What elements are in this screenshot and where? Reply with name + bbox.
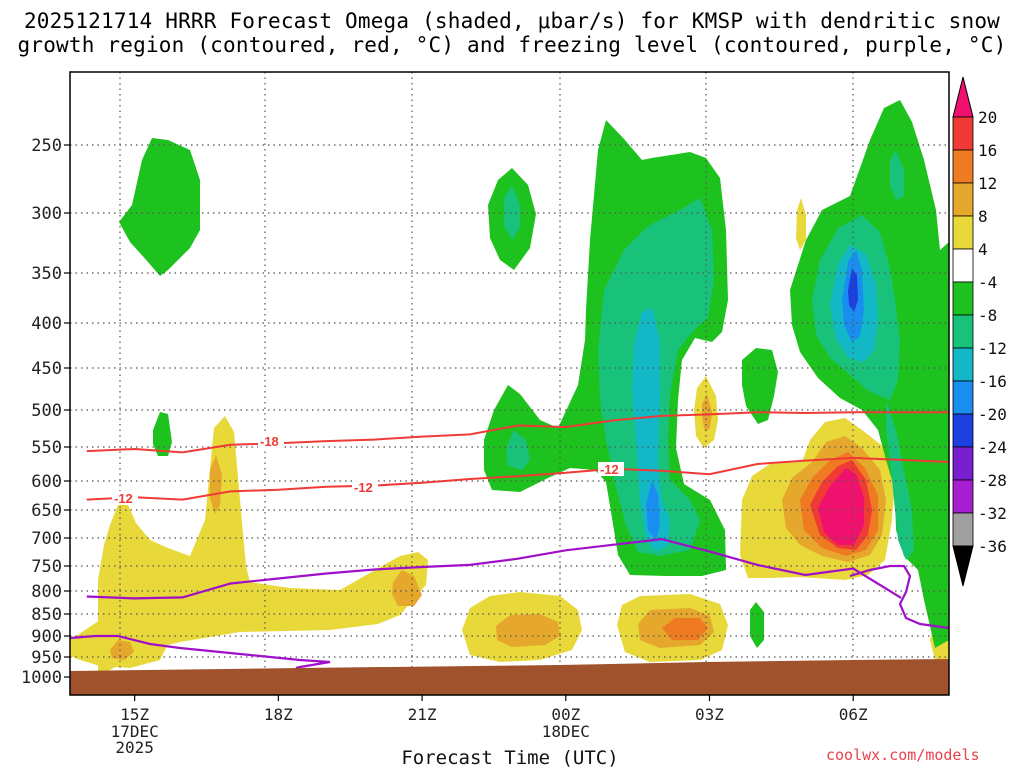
y-tick-label: 300: [31, 204, 62, 224]
x-axis-label: Forecast Time (UTC): [401, 747, 618, 768]
omega-darkorange-03z: [662, 618, 708, 640]
colorbar-tick-label: -12: [978, 339, 1007, 358]
omega-teal-upper-mid: [504, 186, 520, 240]
omega-orange-lowlevel-blob: [392, 570, 422, 606]
colorbar-segment: [952, 149, 974, 184]
colorbar-segment: [952, 281, 974, 316]
colorbar-bottom-arrow: [952, 545, 974, 587]
freezing-level-right-hook: [849, 564, 949, 630]
terrain-ground: [70, 659, 949, 695]
colorbar-tick-label: 4: [978, 240, 988, 259]
x-date-label: 17DEC: [111, 722, 159, 741]
y-tick-label: 900: [31, 627, 62, 647]
y-axis: 2503003504004505005506006507007508008509…: [21, 136, 70, 688]
colorbar-segment: [952, 314, 974, 349]
y-tick-label: 750: [31, 557, 62, 577]
contour-label-minus18: -18: [260, 434, 279, 449]
omega-orange-left-spike: [210, 455, 222, 514]
colorbar-segment: [952, 446, 974, 481]
omega-orange-mid-bottom: [496, 614, 560, 647]
colorbar-tick-label: 8: [978, 207, 988, 226]
omega-green-top-left: [119, 138, 200, 276]
colorbar-tick-label: -28: [978, 471, 1007, 490]
y-tick-label: 550: [31, 438, 62, 458]
contour-label-minus12-mid: -12: [354, 480, 373, 495]
x-tick-label: 21Z: [408, 705, 437, 724]
colorbar-segment: [952, 215, 974, 250]
y-tick-label: 700: [31, 529, 62, 549]
colorbar-tick-label: -4: [978, 273, 997, 292]
y-tick-label: 250: [31, 136, 62, 156]
colorbar-segment: [952, 347, 974, 382]
colorbar-top-arrow: [952, 76, 974, 118]
contour-label-minus12-right: -12: [600, 462, 619, 477]
colorbar-segment: [952, 380, 974, 415]
contour-minus12-line: [86, 456, 949, 501]
contour-label-group: -18 -12 -12 -12: [112, 434, 624, 506]
colorbar: [952, 76, 974, 587]
colorbar-segment: [952, 116, 974, 151]
y-tick-label: 850: [31, 605, 62, 625]
x-date-label: 18DEC: [542, 722, 590, 741]
contour-label-bg: [352, 480, 378, 494]
omega-teal-small-top: [890, 150, 904, 200]
colorbar-tick-label: 12: [978, 174, 997, 193]
chart-title-line-2: growth region (contoured, red, °C) and f…: [17, 33, 1007, 57]
y-tick-label: 350: [31, 264, 62, 284]
colorbar-labels: 20 16 12 8 4 -4 -8 -12 -16 -20 -24 -28 -32 -36: [978, 108, 1007, 556]
y-tick-label: 600: [31, 472, 62, 492]
omega-orange-03z-spike: [702, 394, 712, 432]
y-tick-label: 950: [31, 648, 62, 668]
colorbar-tick-label: -8: [978, 306, 997, 325]
contour-label-bg: [258, 434, 284, 448]
colorbar-tick-label: -16: [978, 372, 1007, 391]
omega-teal-mid-left: [506, 430, 530, 470]
contour-label-minus12-left: -12: [114, 491, 133, 506]
credit-text: coolwx.com/models: [826, 746, 980, 764]
grid-lines: [70, 72, 949, 695]
contour-label-bg: [112, 491, 138, 505]
colorbar-tick-label: -24: [978, 438, 1007, 457]
colorbar-segment: [952, 413, 974, 448]
y-tick-label: 400: [31, 314, 62, 334]
omega-cyan-main: [632, 308, 670, 552]
omega-green-bottom-right-small: [750, 602, 764, 648]
omega-teal-right-strip: [886, 400, 914, 560]
colorbar-tick-label: 16: [978, 141, 997, 160]
colorbar-segment: [952, 182, 974, 217]
y-tick-label: 450: [31, 359, 62, 379]
contour-label-bg: [598, 462, 624, 476]
omega-darkblue-06z: [848, 268, 858, 312]
x-tick-label: 15Z: [120, 705, 149, 724]
omega-green-small-left: [153, 412, 172, 456]
contour-minus18-line: [86, 411, 949, 454]
colorbar-tick-label: -32: [978, 504, 1007, 523]
colorbar-tick-label: -36: [978, 537, 1007, 556]
y-tick-label: 800: [31, 582, 62, 602]
omega-yellow-small-top: [796, 198, 806, 250]
x-tick-label: 18Z: [264, 705, 293, 724]
omega-green-right-column: [742, 348, 778, 424]
x-tick-label: 03Z: [695, 705, 724, 724]
y-tick-label: 650: [31, 501, 62, 521]
y-tick-label: 1000: [21, 668, 62, 688]
colorbar-tick-label: 20: [978, 108, 997, 127]
y-tick-label: 500: [31, 401, 62, 421]
x-date-label: 2025: [115, 738, 154, 757]
plot-frame: [69, 71, 950, 696]
freezing-level-line: [86, 537, 902, 600]
colorbar-segment: [952, 512, 974, 547]
colorbar-segment: [952, 479, 974, 514]
colorbar-segment: [952, 248, 974, 283]
omega-orange-left-bottom: [110, 640, 134, 660]
freezing-level-secondary-line: [70, 634, 331, 670]
colorbar-tick-label: -20: [978, 405, 1007, 424]
omega-magenta-06z: [818, 468, 864, 545]
x-tick-label: 00Z: [551, 705, 580, 724]
x-tick-label: 06Z: [839, 705, 868, 724]
chart-title-line-1: 2025121714 HRRR Forecast Omega (shaded, …: [23, 9, 1001, 33]
